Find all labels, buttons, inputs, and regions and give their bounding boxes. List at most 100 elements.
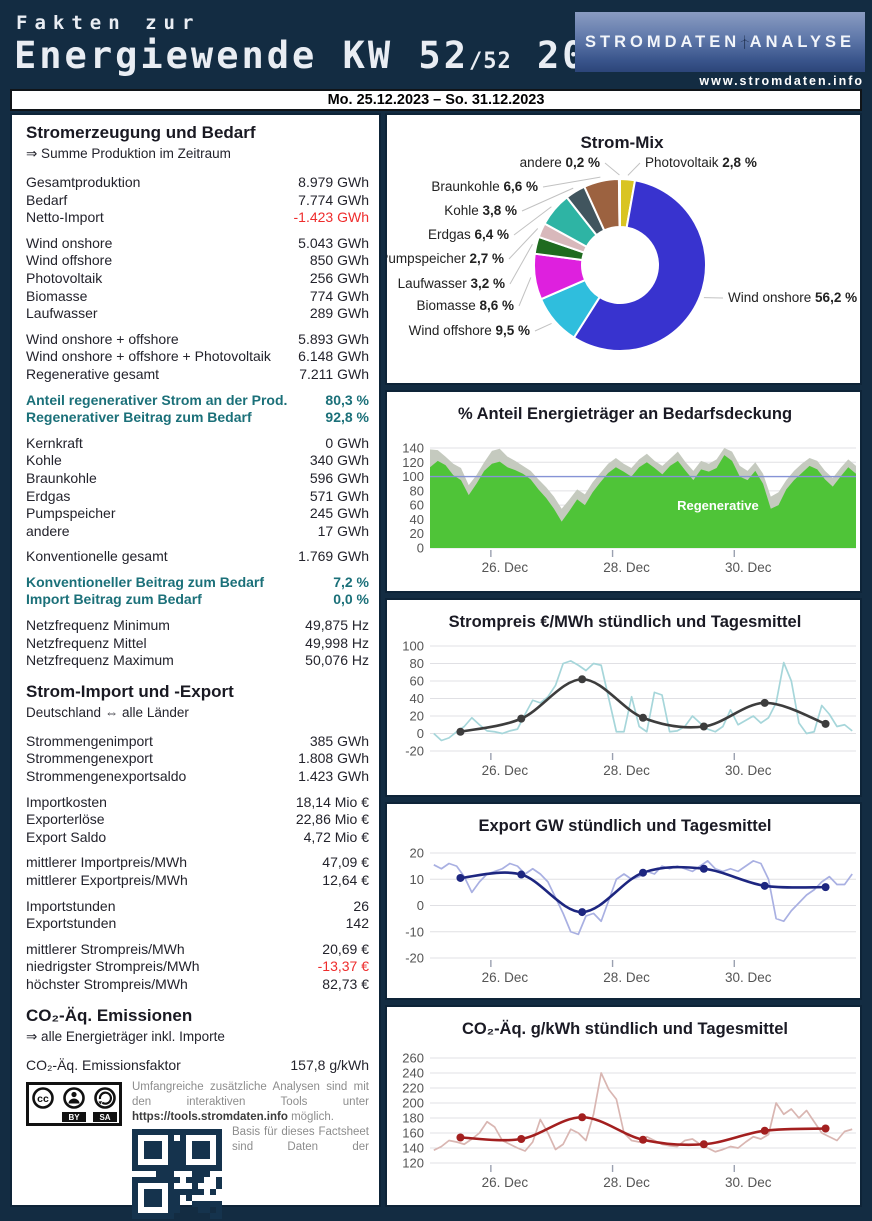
stat-label: Wind onshore + offshore + Photovoltaik [26,348,271,365]
stat-label: Importstunden [26,897,116,914]
stat-label: andere [26,522,70,539]
svg-text:% Anteil Energieträger an Beda: % Anteil Energieträger an Bedarfsdeckung [458,405,792,423]
stat-row: Import Beitrag zum Bedarf 0,0 % [26,591,369,609]
stat-row: mittlerer Strompreis/MWh 20,69 € [26,941,369,959]
tools-link[interactable]: https://tools.stromdaten.info [132,1111,288,1124]
daily-mean-dot [760,1126,769,1135]
footer-block-1: cc BY SA Umfangreiche zusätzliche Analys… [26,1080,369,1127]
daily-mean-dot [821,883,830,892]
daily-mean-dot [456,1133,465,1142]
stat-row: Netzfrequenz Mittel 49,998 Hz [26,635,369,653]
footer-text-2: Basis für dieses Factsheet sind Daten de… [232,1126,369,1154]
svg-text:Export GW stündlich und Tagesm: Export GW stündlich und Tagesmittel [478,817,771,835]
stat-row: Strommengenexportsaldo 1.423 GWh [26,768,369,786]
stat-value: 0 GWh [325,434,369,451]
section-heading: Stromerzeugung und Bedarf [26,123,256,142]
stat-label: CO₂-Äq. Emissionsfaktor [26,1056,181,1073]
svg-text:30. Dec: 30. Dec [725,1175,772,1190]
stat-label: Strommengenexport [26,750,153,767]
daily-mean-dot [456,727,465,736]
svg-text:240: 240 [402,1066,424,1081]
stat-row: Erdgas 571 GWh [26,488,369,506]
donut-label: Kohle 3,8 % [444,203,517,218]
svg-text:-20: -20 [405,951,424,966]
stat-label: Importkosten [26,793,107,810]
spacer [26,846,369,854]
footer-text-1b: möglich. [287,1111,334,1124]
svg-text:80: 80 [410,656,424,671]
donut-label: Braunkohle 6,6 % [431,179,538,194]
stat-row: niedrigster Strompreis/MWh -13,37 € [26,958,369,976]
daily-mean-dot [699,1140,708,1149]
stat-label: Kernkraft [26,434,83,451]
bedarfsdeckung-panel: 0 20 40 60 80 100 120 140 26. Dec 28. Dec 30. Dec%… [385,390,862,593]
stat-row: Exporterlöse 22,86 Mio € [26,811,369,829]
svg-text:cc: cc [37,1093,49,1105]
stat-value: 7,2 % [333,573,369,590]
spacer [26,384,369,392]
daily-mean-dot [821,1124,830,1133]
section-subtitle: ⇒ alle Energieträger inkl. Importe [26,1028,225,1044]
footer-block-2: Basis für dieses Factsheet sind Daten de… [26,1125,369,1221]
stat-value: 12,64 € [322,872,369,888]
stat-row: Pumpspeicher 245 GWh [26,505,369,523]
stat-label: mittlerer Importpreis/MWh [26,854,188,871]
svg-text:120: 120 [402,455,424,470]
svg-text:60: 60 [410,498,424,513]
logo-url[interactable]: www.stromdaten.info [699,74,864,88]
donut-label: Wind offshore 9,5 % [409,323,530,338]
svg-text:28. Dec: 28. Dec [603,763,650,778]
svg-text:80: 80 [410,483,424,498]
stat-row: Laufwasser 289 GWh [26,305,369,323]
section-subtitle: Deutschland ⇔ alle Länder [26,704,189,720]
svg-text:-10: -10 [405,924,424,939]
stat-value: 50,076 Hz [305,652,369,669]
stat-label: mittlerer Exportpreis/MWh [26,872,188,888]
donut-label: andere 0,2 % [520,155,600,170]
daily-mean-dot [578,908,587,917]
stat-row: Konventionelle gesamt 1.769 GWh [26,548,369,566]
svg-text:100: 100 [402,639,424,654]
donut-label: Biomasse 8,6 % [416,298,514,313]
stat-row: Wind offshore 850 GWh [26,252,369,270]
daily-mean-dot [699,722,708,731]
strom-mix-donut-chart: Strom-Mix Photovoltaik 2,8 % Wind onshore … [387,133,857,352]
stat-value: 82,73 € [322,975,369,992]
stat-value: 8.979 GWh [298,174,369,190]
stat-value: 1.769 GWh [298,548,369,565]
daily-mean-dot [760,698,769,707]
svg-text:26. Dec: 26. Dec [482,763,529,778]
stat-label: Bedarf [26,191,68,208]
stat-value: 7.774 GWh [298,191,369,208]
stat-value: 774 GWh [309,287,369,304]
daily-mean-dot [578,1113,587,1122]
spacer [26,227,369,235]
donut-label: Wind onshore 56,2 % [728,290,857,305]
stat-label: Exporterlöse [26,811,105,828]
stat-value: 7.211 GWh [299,365,369,382]
stat-row: Strommengenimport 385 GWh [26,733,369,751]
cc-by-label: BY [68,1113,80,1122]
stat-value: 596 GWh [309,469,369,486]
stat-row: höchster Strompreis/MWh 82,73 € [26,976,369,994]
svg-text:0: 0 [417,726,424,741]
section-subtitle: ⇒ Summe Produktion im Zeitraum [26,146,231,161]
footer-notes: cc BY SA Umfangreiche zusätzliche Analys… [26,1080,369,1221]
stat-row: Bedarf 7.774 GWh [26,192,369,210]
stat-value: 49,875 Hz [305,617,369,634]
stat-row: Regenerativer Beitrag zum Bedarf 92,8 % [26,409,369,427]
stat-label: Netto-Import [26,209,104,226]
stat-value: 18,14 Mio € [295,793,369,810]
stat-row: Anteil regenerativer Strom an der Prod. 8… [26,392,369,410]
stat-label: Wind offshore [26,252,113,269]
spacer [26,725,369,733]
wind-turbine-icon [740,35,750,49]
stat-row: Wind onshore + offshore 5.893 GWh [26,331,369,349]
stat-label: Wind onshore [26,234,113,251]
stat-row: Export Saldo 4,72 Mio € [26,829,369,847]
stat-label: Konventioneller Beitrag zum Bedarf [26,573,265,590]
stat-row: Exportstunden 142 [26,915,369,933]
svg-text:40: 40 [410,691,424,706]
stat-label: Netzfrequenz Mittel [26,634,147,651]
